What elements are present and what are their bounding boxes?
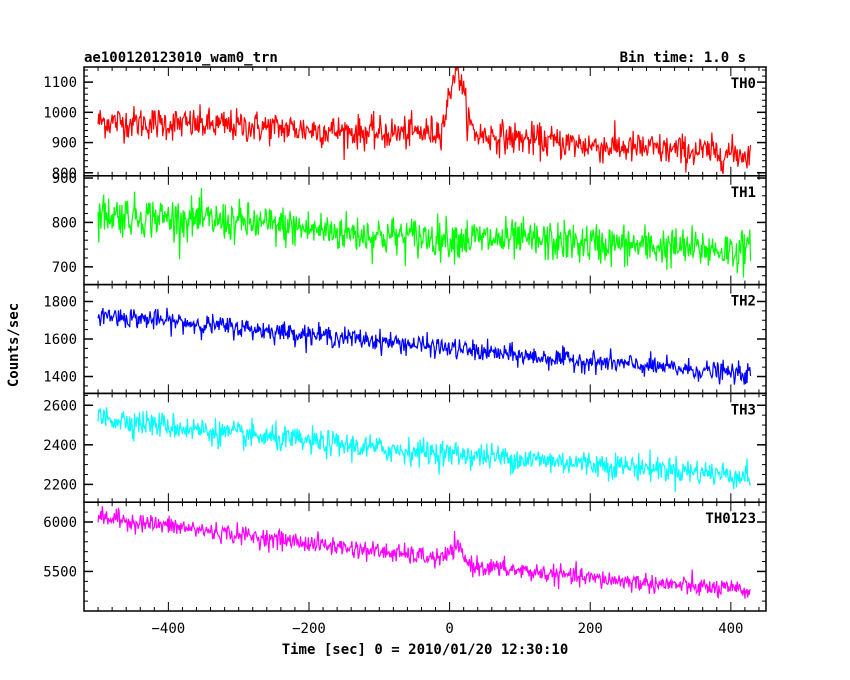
x-tick-label: 400 [718, 621, 743, 637]
x-axis: −400 −200 0 200 400 [152, 621, 744, 637]
y-tick-label: 800 [52, 166, 77, 182]
y-tick-label: 1400 [43, 370, 77, 386]
panel-label: TH1 [731, 185, 756, 201]
y-tick-label: 1000 [43, 105, 77, 121]
y-axis-title: Counts/sec [6, 303, 22, 387]
x-tick-label: 200 [578, 621, 603, 637]
bin-time-label: Bin time: 1.0 s [620, 50, 746, 66]
y-tick-label: 900 [52, 136, 77, 152]
x-tick-label: −400 [152, 621, 186, 637]
x-tick-label: 0 [445, 621, 453, 637]
y-tick-label: 800 [52, 215, 77, 231]
panel-label: TH3 [731, 402, 756, 418]
y-tick-label: 1800 [43, 294, 77, 310]
y-tick-label: 1100 [43, 75, 77, 91]
y-tick-label: 5500 [43, 564, 77, 580]
y-tick-label: 1600 [43, 332, 77, 348]
y-tick-label: 2600 [43, 398, 77, 414]
chart-title: ae100120123010_wam0_trn [84, 50, 278, 66]
y-tick-label: 6000 [43, 515, 77, 531]
panel-frame [83, 283, 767, 395]
panel-th2: 1400 1600 1800 TH2 [43, 283, 767, 395]
panel-frame [83, 392, 767, 503]
panel-th0: 800 900 1000 1100 TH0 [43, 66, 767, 182]
y-tick-label: 2400 [43, 438, 77, 454]
y-tick-label: 700 [52, 260, 77, 276]
y-tick-label: 2200 [43, 477, 77, 493]
panel-frame [83, 501, 767, 612]
panel-th1: 700 800 900 TH1 [52, 171, 767, 286]
panel-label: TH2 [731, 294, 756, 310]
series-th1 [97, 188, 752, 278]
panel-label: TH0 [731, 76, 756, 92]
x-axis-title: Time [sec] 0 = 2010/01/20 12:30:10 [282, 642, 569, 658]
series-th0 [97, 67, 752, 175]
series-th0123 [97, 506, 751, 600]
series-th3 [97, 407, 752, 492]
panel-th0123: 5500 6000 TH0123 [43, 501, 767, 612]
panel-label: TH0123 [705, 511, 756, 527]
panel-th3: 2200 2400 2600 TH3 [43, 392, 767, 503]
x-tick-label: −200 [292, 621, 326, 637]
y-tick-label: 900 [52, 171, 77, 187]
series-th2 [97, 307, 752, 385]
